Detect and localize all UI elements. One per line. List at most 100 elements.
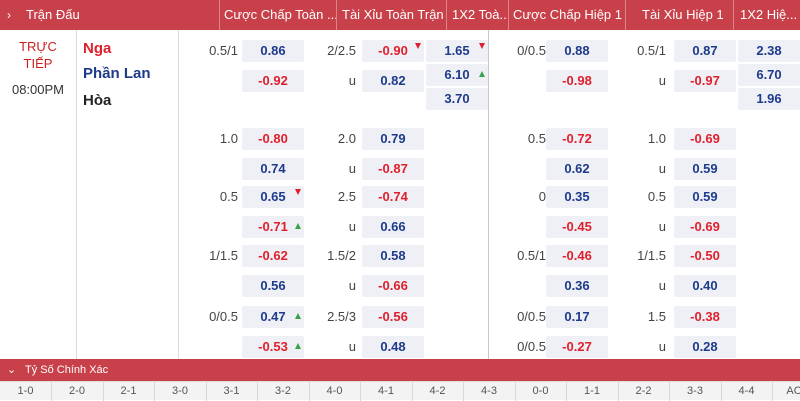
correct-score-option[interactable]: 3-2	[258, 382, 310, 401]
correct-score-option[interactable]: 1-1	[567, 382, 619, 401]
chevron-right-icon[interactable]: ›	[7, 0, 11, 30]
h1_ou-bottom-odds[interactable]: 0.59	[674, 158, 736, 180]
ft_hdp-line: 0/0.5	[178, 309, 238, 324]
ft_ou-top-odds[interactable]: -0.90	[362, 40, 424, 62]
ft_ou-line: 2/2.5	[296, 43, 356, 58]
correct-score-option[interactable]: AOS	[773, 382, 800, 401]
ft_hdp-bottom-odds[interactable]: -0.71	[242, 216, 304, 238]
h1_ou-top-odds[interactable]: 0.87	[674, 40, 736, 62]
h1_hdp-top-odds[interactable]: -0.46	[546, 245, 608, 267]
ft_ou-line: 2.5/3	[296, 309, 356, 324]
odds-value: -0.98	[562, 73, 592, 88]
ft_hdp-top-odds[interactable]: -0.62	[242, 245, 304, 267]
correct-score-bar[interactable]: ⌄ Tỷ Số Chính Xác	[0, 359, 800, 381]
header-h1-1x2: 1X2 Hiệ...	[740, 0, 800, 30]
h1_ou-bottom-odds[interactable]: -0.69	[674, 216, 736, 238]
h1_hdp-line: 0/0.5	[486, 43, 546, 58]
odds-value: 0.82	[380, 73, 405, 88]
correct-score-option[interactable]: 3-0	[155, 382, 207, 401]
odds-value: 0.58	[380, 248, 405, 263]
correct-score-option[interactable]: 2-0	[52, 382, 104, 401]
h1_hdp-bottom-odds[interactable]: 0.62	[546, 158, 608, 180]
correct-score-option[interactable]: 2-1	[103, 382, 155, 401]
ft-1x2-odds[interactable]: 1.65	[426, 40, 488, 62]
h1_ou-line: 1.0	[606, 131, 666, 146]
header-ft-1x2: 1X2 Toà...	[452, 0, 508, 30]
h1_hdp-bottom-odds[interactable]: -0.27	[546, 336, 608, 358]
ft_hdp-top-odds[interactable]: 0.86	[242, 40, 304, 62]
odds-value: -0.62	[258, 248, 288, 263]
h1_ou-bottom-odds[interactable]: 0.40	[674, 275, 736, 297]
h1-1x2-odds[interactable]: 6.70	[738, 64, 800, 86]
home-team[interactable]: Nga	[83, 40, 111, 57]
draw-label: Hòa	[83, 92, 111, 109]
correct-score-option[interactable]: 1-0	[0, 382, 52, 401]
ft-1x2-odds[interactable]: 3.70	[426, 88, 488, 110]
odds-value: 0.28	[692, 339, 717, 354]
odds-value: -0.69	[690, 219, 720, 234]
correct-score-option[interactable]: 4-4	[721, 382, 773, 401]
ft_ou-bottom-odds[interactable]: 0.66	[362, 216, 424, 238]
ft_hdp-bottom-odds[interactable]: 0.56	[242, 275, 304, 297]
ft_hdp-line: 1/1.5	[178, 248, 238, 263]
ft_hdp-top-odds[interactable]: -0.80	[242, 128, 304, 150]
odds-value: 0.35	[564, 189, 589, 204]
odds-value: 0.65	[260, 189, 285, 204]
correct-score-option[interactable]: 4-1	[361, 382, 413, 401]
h1_ou-top-odds[interactable]: -0.50	[674, 245, 736, 267]
ft_ou-bottom-odds[interactable]: -0.66	[362, 275, 424, 297]
correct-score-option[interactable]: 3-3	[670, 382, 722, 401]
correct-score-option[interactable]: 0-0	[515, 382, 567, 401]
h1_ou-top-odds[interactable]: -0.38	[674, 306, 736, 328]
h1_hdp-bottom-odds[interactable]: 0.36	[546, 275, 608, 297]
away-team[interactable]: Phần Lan	[83, 65, 151, 82]
h1_ou-under-label: u	[606, 339, 666, 354]
ft_ou-bottom-odds[interactable]: 0.48	[362, 336, 424, 358]
odds-value: 0.56	[260, 278, 285, 293]
ft-1x2-odds[interactable]: 6.10	[426, 64, 488, 86]
odds-value: 6.10	[444, 67, 469, 82]
ft_hdp-bottom-odds[interactable]: -0.92	[242, 70, 304, 92]
h1_ou-under-label: u	[606, 278, 666, 293]
ft_ou-bottom-odds[interactable]: -0.87	[362, 158, 424, 180]
correct-score-option[interactable]: 4-3	[464, 382, 516, 401]
odds-value: -0.50	[690, 248, 720, 263]
ft_ou-top-odds[interactable]: 0.58	[362, 245, 424, 267]
h1_ou-bottom-odds[interactable]: -0.97	[674, 70, 736, 92]
ft_hdp-bottom-odds[interactable]: -0.53	[242, 336, 304, 358]
h1-1x2-odds[interactable]: 1.96	[738, 88, 800, 110]
odds-value: 0.87	[692, 43, 717, 58]
correct-score-option[interactable]: 2-2	[618, 382, 670, 401]
ft_hdp-top-odds[interactable]: 0.47	[242, 306, 304, 328]
odds-value: 2.38	[756, 43, 781, 58]
h1_ou-bottom-odds[interactable]: 0.28	[674, 336, 736, 358]
h1_ou-top-odds[interactable]: -0.69	[674, 128, 736, 150]
odds-value: -0.38	[690, 309, 720, 324]
h1_hdp-top-odds[interactable]: -0.72	[546, 128, 608, 150]
header-ft-over-under: Tài Xỉu Toàn Trận	[342, 0, 448, 30]
h1_hdp-bottom-odds[interactable]: -0.45	[546, 216, 608, 238]
ft_ou-top-odds[interactable]: -0.56	[362, 306, 424, 328]
correct-score-option[interactable]: 4-2	[412, 382, 464, 401]
odds-value: 0.74	[260, 161, 285, 176]
odds-value: 0.59	[692, 161, 717, 176]
h1_hdp-top-odds[interactable]: 0.17	[546, 306, 608, 328]
correct-score-option[interactable]: 4-0	[309, 382, 361, 401]
h1_hdp-top-odds[interactable]: 0.35	[546, 186, 608, 208]
h1_hdp-top-odds[interactable]: 0.88	[546, 40, 608, 62]
h1-1x2-odds[interactable]: 2.38	[738, 40, 800, 62]
ft_hdp-top-odds[interactable]: 0.65	[242, 186, 304, 208]
ft_ou-line: 1.5/2	[296, 248, 356, 263]
ft_ou-top-odds[interactable]: 0.79	[362, 128, 424, 150]
ft_ou-top-odds[interactable]: -0.74	[362, 186, 424, 208]
arrow-down-icon	[415, 43, 421, 49]
h1_hdp-bottom-odds[interactable]: -0.98	[546, 70, 608, 92]
odds-value: -0.46	[562, 248, 592, 263]
odds-value: 1.96	[756, 91, 781, 106]
correct-score-option[interactable]: 3-1	[206, 382, 258, 401]
ft_hdp-bottom-odds[interactable]: 0.74	[242, 158, 304, 180]
h1_hdp-line: 0.5/1	[486, 248, 546, 263]
h1_ou-top-odds[interactable]: 0.59	[674, 186, 736, 208]
ft_ou-bottom-odds[interactable]: 0.82	[362, 70, 424, 92]
